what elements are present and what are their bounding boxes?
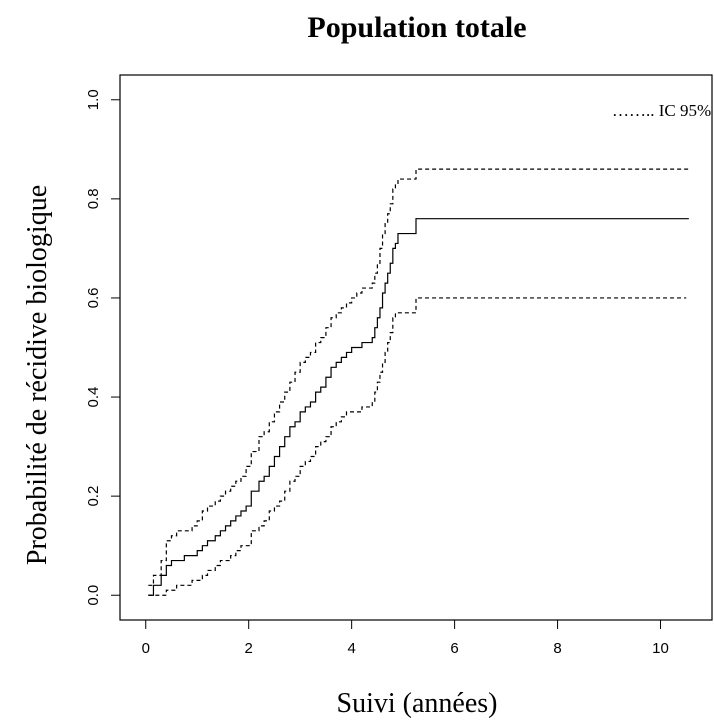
y-tick-label: 0.0 [85, 585, 102, 606]
x-tick-label: 10 [652, 640, 669, 657]
y-tick-label: 0.8 [85, 188, 102, 209]
legend-label: …….. IC 95% [612, 101, 711, 120]
y-tick-label: 0.4 [85, 387, 102, 408]
x-tick-label: 8 [553, 640, 561, 657]
chart-title: Population totale [307, 11, 526, 44]
x-tick-label: 6 [450, 640, 458, 657]
y-tick-label: 0.2 [85, 486, 102, 507]
x-tick-label: 2 [245, 640, 253, 657]
y-tick-label: 0.6 [85, 288, 102, 309]
estimate-curve [148, 218, 689, 596]
x-tick-label: 4 [347, 640, 355, 657]
x-tick-label: 0 [142, 640, 150, 657]
y-tick-label: 1.0 [85, 89, 102, 110]
series-layer [148, 168, 689, 596]
y-axis-title: Probabilité de récidive biologique [22, 185, 53, 565]
plot-frame [119, 74, 713, 621]
ci-curve-2 [148, 297, 687, 596]
y-axis: 0.0 0.2 0.4 0.6 0.8 1.0 [85, 89, 121, 606]
x-axis: 0 2 4 6 8 10 [142, 619, 669, 657]
ci-curve-1 [148, 168, 689, 586]
x-axis-title: Suivi (années) [337, 688, 498, 719]
